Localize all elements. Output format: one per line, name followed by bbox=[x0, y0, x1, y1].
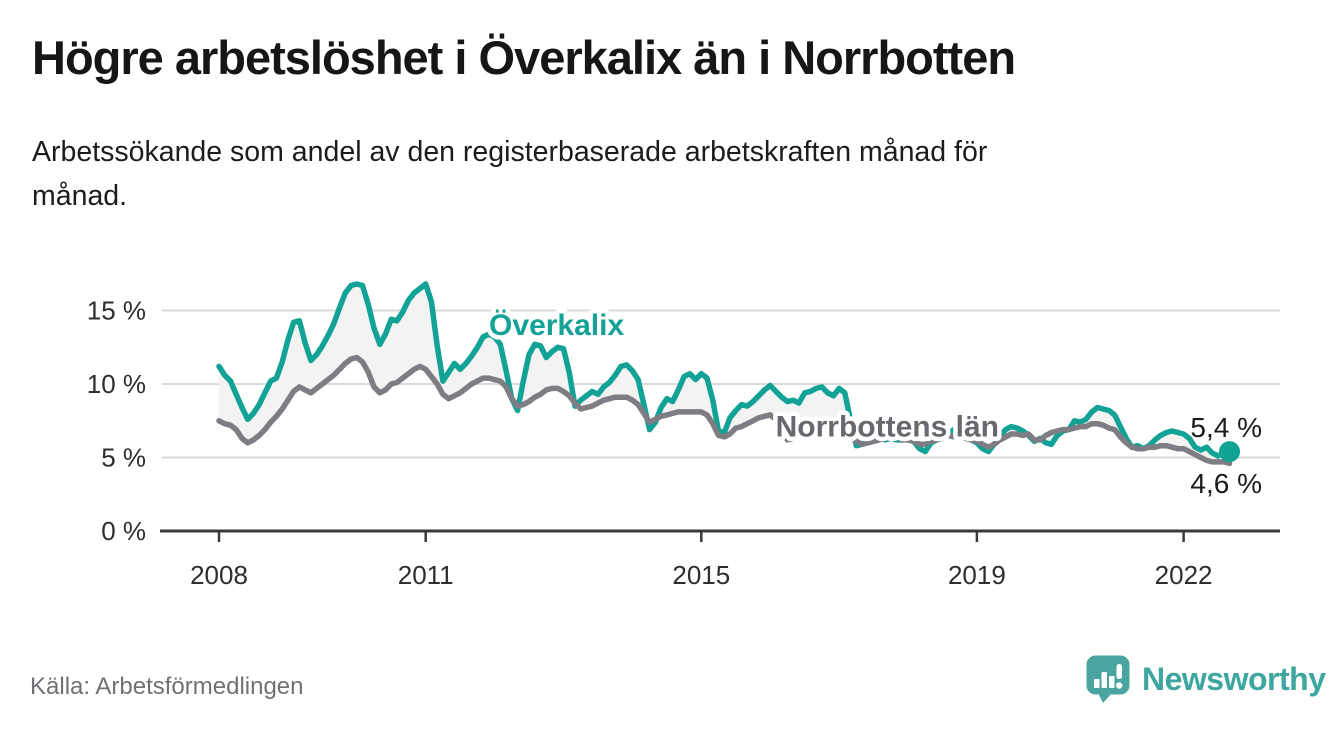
chart-subtitle: Arbetssökande som andel av den registerb… bbox=[32, 130, 1252, 218]
page-title: Högre arbetslöshet i Överkalix än i Norr… bbox=[32, 31, 1016, 84]
latest-value-label-norrbotten: 4,6 % bbox=[1190, 468, 1262, 499]
x-tick-label: 2015 bbox=[672, 560, 730, 590]
logo-exclamation-dot bbox=[1116, 682, 1123, 689]
latest-value-dot bbox=[1219, 441, 1241, 463]
logo-bar-medium bbox=[1109, 676, 1115, 688]
logo-bar-tall bbox=[1101, 672, 1107, 688]
y-tick-label: 0 % bbox=[101, 516, 146, 546]
line-norrbotten bbox=[216, 354, 1233, 467]
source-note: Källa: Arbetsförmedlingen bbox=[30, 673, 304, 700]
brand-name: Newsworthy bbox=[1142, 660, 1326, 697]
y-tick-label: 15 % bbox=[87, 296, 146, 326]
logo-bar-small bbox=[1094, 679, 1100, 688]
series-label-overkalix: Överkalix bbox=[489, 309, 624, 342]
x-tick-label: 2019 bbox=[948, 560, 1006, 590]
subtitle-line-2: månad. bbox=[32, 180, 128, 212]
y-tick-label: 5 % bbox=[101, 443, 146, 473]
series-label-norrbotten: Norrbottens län bbox=[776, 411, 999, 444]
logo-exclamation-bar bbox=[1116, 664, 1122, 679]
x-tick-label: 2022 bbox=[1155, 560, 1213, 590]
subtitle-line-1: Arbetssökande som andel av den registerb… bbox=[32, 136, 988, 168]
newsworthy-logo: Newsworthy bbox=[1085, 654, 1326, 704]
x-tick-label: 2011 bbox=[398, 560, 454, 590]
y-tick-label: 10 % bbox=[87, 369, 146, 399]
x-tick-label: 2008 bbox=[190, 560, 248, 590]
latest-value-label-overkalix: 5,4 % bbox=[1190, 412, 1262, 443]
newsworthy-logo-icon bbox=[1086, 655, 1130, 703]
